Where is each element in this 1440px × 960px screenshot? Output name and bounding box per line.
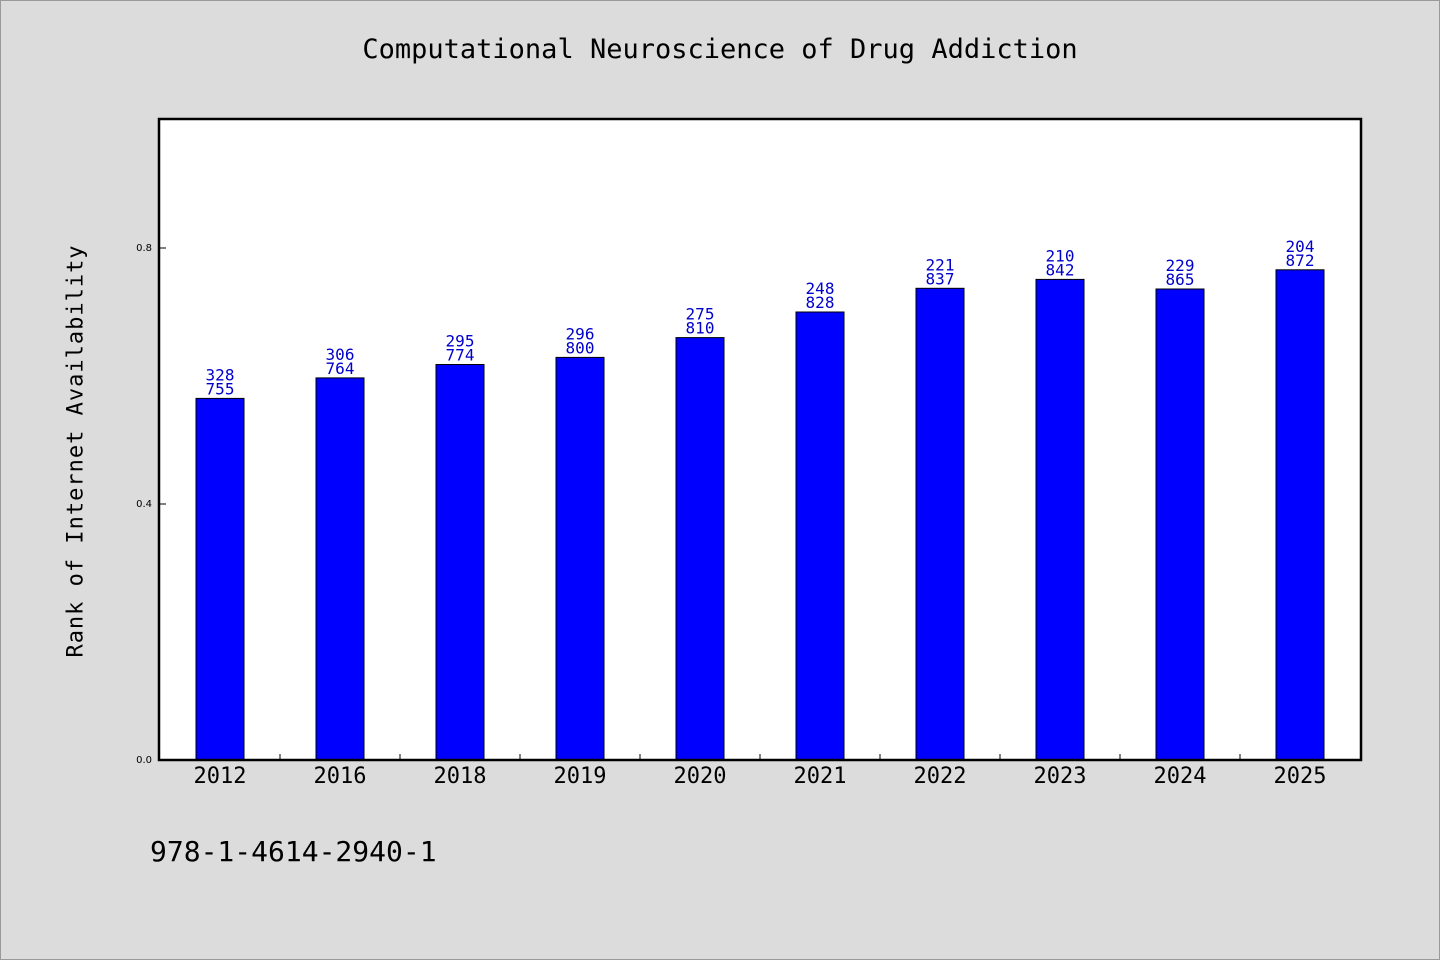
bar-2023 [1035, 278, 1085, 761]
bar-label-top-2024: 229 [1166, 256, 1195, 275]
bar-label-top-2018: 295 [446, 332, 475, 351]
bar-labels-group: 3287553067642957742968002758102488282218… [206, 237, 1315, 399]
bar-2012 [195, 397, 245, 761]
x-tick-label-2019: 2019 [554, 764, 607, 789]
bar-label-bottom-2023: 842 [1046, 260, 1075, 279]
bar-2024 [1155, 288, 1205, 761]
x-tick-label-2022: 2022 [914, 764, 967, 789]
bar-label-top-2023: 210 [1046, 246, 1075, 265]
bar-label-top-2016: 306 [326, 345, 355, 364]
x-tick-label-2016: 2016 [314, 764, 367, 789]
plot-border [157, 117, 1363, 762]
bar-label-bottom-2021: 828 [806, 293, 835, 312]
y-tick-label-0.0: 0.0 [136, 755, 152, 766]
bar-label-bottom-2025: 872 [1286, 251, 1315, 270]
bar-label-bottom-2018: 774 [446, 346, 475, 365]
bar-label-bottom-2012: 755 [206, 379, 235, 398]
bar-2016 [315, 377, 365, 761]
bar-label-bottom-2019: 800 [566, 338, 595, 357]
bar-2021 [795, 311, 845, 761]
bar-label-bottom-2016: 764 [326, 359, 355, 378]
y-tick-label-0.8: 0.8 [136, 243, 152, 254]
bar-2019 [555, 356, 605, 761]
bar-label-bottom-2022: 837 [926, 269, 955, 288]
bar-label-top-2022: 221 [926, 255, 955, 274]
x-tick-label-2021: 2021 [794, 764, 847, 789]
x-tick-label-2020: 2020 [674, 764, 727, 789]
isbn-text: 978-1-4614-2940-1 [150, 835, 437, 868]
bar-label-top-2021: 248 [806, 279, 835, 298]
x-ticks-group: 2012 2016 2018 2019 2020 2021 2022 2023 2024 2025 [194, 754, 1327, 789]
bars-group [195, 269, 1325, 761]
y-tick-label-0.4: 0.4 [136, 499, 152, 510]
bar-label-top-2025: 204 [1286, 237, 1315, 256]
bar-2018 [435, 364, 485, 761]
x-tick-label-2023: 2023 [1034, 764, 1087, 789]
bar-2020 [675, 337, 725, 761]
x-tick-label-2018: 2018 [434, 764, 487, 789]
bar-2022 [915, 287, 965, 761]
x-tick-label-2024: 2024 [1154, 764, 1207, 789]
bar-label-top-2019: 296 [566, 324, 595, 343]
bar-label-bottom-2020: 810 [686, 319, 715, 338]
bar-label-top-2020: 275 [686, 305, 715, 324]
chart-title: Computational Neuroscience of Drug Addic… [362, 34, 1078, 65]
x-tick-label-2012: 2012 [194, 764, 247, 789]
bar-label-top-2012: 328 [206, 365, 235, 384]
bar-2025 [1275, 269, 1325, 761]
x-tick-label-2025: 2025 [1274, 764, 1327, 789]
bar-label-bottom-2024: 865 [1166, 270, 1195, 289]
